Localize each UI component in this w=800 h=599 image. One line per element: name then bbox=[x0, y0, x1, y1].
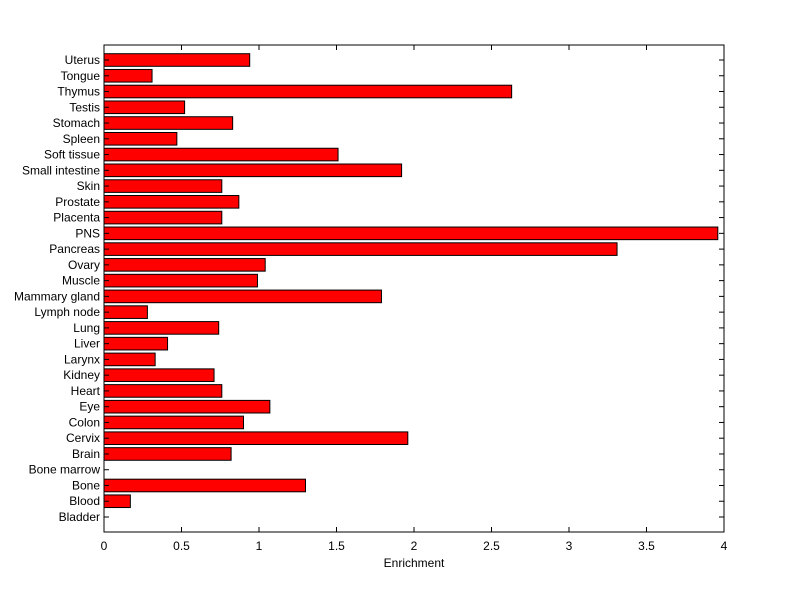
y-tick-label-kidney: Kidney bbox=[63, 368, 100, 382]
y-tick-label-spleen: Spleen bbox=[63, 132, 100, 146]
bar-skin bbox=[103, 179, 223, 193]
bar-testis bbox=[103, 100, 186, 115]
y-tick-label-prostate: Prostate bbox=[55, 195, 100, 209]
y-tick-label-skin: Skin bbox=[77, 179, 100, 193]
x-tick-label: 4 bbox=[721, 539, 728, 553]
bar-cervix bbox=[103, 431, 409, 446]
bar-muscle bbox=[103, 273, 258, 288]
y-tick-label-soft-tissue: Soft tissue bbox=[44, 148, 100, 162]
y-tick-label-brain: Brain bbox=[72, 447, 100, 461]
y-tick-label-colon: Colon bbox=[69, 415, 100, 429]
bar-pns bbox=[103, 226, 719, 241]
y-tick-label-blood: Blood bbox=[69, 494, 100, 508]
y-tick-label-bladder: Bladder bbox=[59, 510, 100, 524]
x-tick-label: 0.5 bbox=[173, 539, 190, 553]
bar-ovary bbox=[103, 258, 266, 272]
bar-stomach bbox=[103, 116, 234, 130]
bar-small-intestine bbox=[103, 163, 403, 178]
y-tick-label-larynx: Larynx bbox=[64, 352, 100, 366]
y-tick-label-lymph-node: Lymph node bbox=[34, 305, 100, 319]
x-tick-label: 2 bbox=[411, 539, 418, 553]
y-tick-label-lung: Lung bbox=[73, 321, 100, 335]
bar-tongue bbox=[103, 68, 153, 83]
bar-colon bbox=[103, 415, 244, 430]
bar-placenta bbox=[103, 210, 223, 225]
y-tick-label-cervix: Cervix bbox=[66, 431, 100, 445]
y-tick-label-pns: PNS bbox=[75, 226, 100, 240]
y-tick-label-liver: Liver bbox=[74, 337, 100, 351]
y-tick-label-pancreas: Pancreas bbox=[49, 242, 100, 256]
x-tick-label: 0 bbox=[101, 539, 108, 553]
y-tick-label-testis: Testis bbox=[69, 100, 100, 114]
y-tick-label-small-intestine: Small intestine bbox=[22, 163, 100, 177]
y-tick-label-stomach: Stomach bbox=[53, 116, 100, 130]
bar-mammary-gland bbox=[103, 289, 382, 304]
bar-brain bbox=[103, 447, 232, 461]
x-tick-label: 1.5 bbox=[328, 539, 345, 553]
bar-pancreas bbox=[103, 242, 618, 256]
x-tick-label: 3.5 bbox=[638, 539, 655, 553]
bar-thymus bbox=[103, 84, 513, 99]
bar-heart bbox=[103, 384, 223, 398]
x-tick-label: 3 bbox=[566, 539, 573, 553]
x-tick-labels-group: 0 0.5 1 1.5 2 2.5 3 3.5 4 bbox=[101, 539, 728, 553]
y-tick-label-mammary-gland: Mammary gland bbox=[14, 289, 100, 303]
bar-kidney bbox=[103, 368, 215, 382]
y-tick-label-bone-marrow: Bone marrow bbox=[29, 463, 101, 477]
y-tick-label-tongue: Tongue bbox=[61, 69, 101, 83]
y-tick-label-bone: Bone bbox=[72, 478, 100, 492]
bar-lymph-node bbox=[103, 305, 148, 319]
y-tick-label-muscle: Muscle bbox=[62, 274, 100, 288]
bar-bone bbox=[103, 478, 306, 493]
y-tick-label-thymus: Thymus bbox=[57, 85, 100, 99]
x-axis-title: Enrichment bbox=[384, 556, 445, 570]
bar-larynx bbox=[103, 352, 156, 367]
bar-liver bbox=[103, 336, 169, 351]
plot-frame bbox=[103, 44, 725, 533]
y-tick-label-eye: Eye bbox=[79, 400, 100, 414]
bar-eye bbox=[103, 399, 271, 414]
x-tick-label: 1 bbox=[256, 539, 263, 553]
y-tick-label-heart: Heart bbox=[71, 384, 101, 398]
bar-prostate bbox=[103, 195, 240, 209]
bar-soft-tissue bbox=[103, 147, 339, 162]
y-tick-label-uterus: Uterus bbox=[65, 53, 100, 67]
y-tick-label-placenta: Placenta bbox=[53, 211, 100, 225]
y-tick-label-ovary: Ovary bbox=[68, 258, 100, 272]
x-tick-label: 2.5 bbox=[483, 539, 500, 553]
bar-lung bbox=[103, 321, 220, 335]
bar-uterus bbox=[103, 53, 251, 67]
bar-spleen bbox=[103, 131, 178, 146]
